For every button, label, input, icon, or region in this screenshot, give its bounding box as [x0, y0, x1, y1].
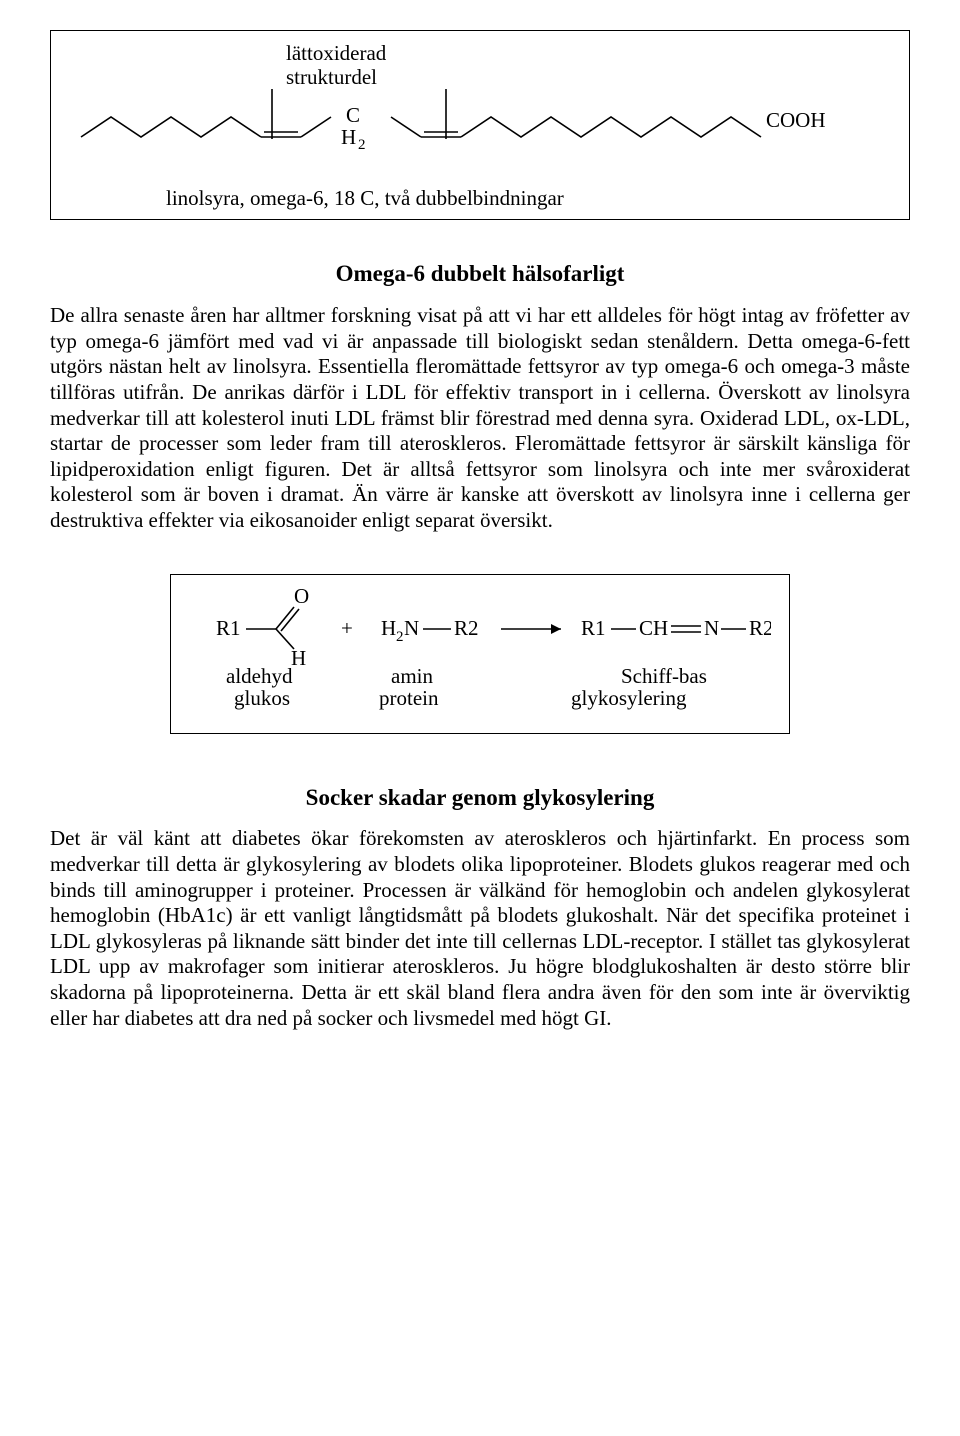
lbl-amin: amin — [391, 664, 433, 688]
figure-reaction-scheme: R1 O H + H 2 N R2 R1 CH N R2 aldehyd ami… — [170, 574, 790, 734]
lbl-aldehyd: aldehyd — [226, 664, 293, 688]
h2n-n: N — [404, 616, 419, 640]
h2n-h: H — [381, 616, 396, 640]
lbl-glykosylering: glykosylering — [571, 686, 687, 710]
h-text: H — [291, 646, 306, 670]
ch2-c-text: C — [346, 103, 360, 127]
ch2-sub-text: 2 — [358, 137, 366, 153]
lbl-glukos: glukos — [234, 686, 290, 710]
plus-text: + — [341, 616, 353, 640]
paragraph-glykosylering: Det är väl känt att diabetes ökar föreko… — [50, 826, 910, 1031]
paragraph-omega6: De allra senaste åren har alltmer forskn… — [50, 303, 910, 533]
figure1-caption: linolsyra, omega-6, 18 C, två dubbelbind… — [166, 186, 894, 211]
r1-prod: R1 — [581, 616, 606, 640]
n-text: N — [704, 616, 719, 640]
r2-prod: R2 — [749, 616, 771, 640]
figure1-label-line1: lättoxiderad — [286, 41, 386, 65]
ch-text: CH — [639, 616, 668, 640]
r1-text: R1 — [216, 616, 241, 640]
figure-linoleic-acid: lättoxiderad strukturdel C H 2 COOH — [50, 30, 910, 220]
section2-title: Socker skadar genom glykosylering — [50, 784, 910, 812]
o-text: O — [294, 587, 309, 608]
ch2-h-text: H — [341, 125, 356, 149]
figure1-label-line2: strukturdel — [286, 65, 377, 89]
cooh-text: COOH — [766, 108, 826, 132]
h2n-sub: 2 — [396, 629, 404, 645]
linoleic-acid-structure: C H 2 COOH — [66, 89, 886, 184]
lbl-schiffbas: Schiff-bas — [621, 664, 707, 688]
reaction-svg: R1 O H + H 2 N R2 R1 CH N R2 aldehyd ami… — [191, 587, 771, 717]
lbl-protein: protein — [379, 686, 439, 710]
r2-left: R2 — [454, 616, 479, 640]
section1-title: Omega-6 dubbelt hälsofarligt — [50, 260, 910, 288]
figure1-label: lättoxiderad strukturdel — [286, 41, 894, 89]
